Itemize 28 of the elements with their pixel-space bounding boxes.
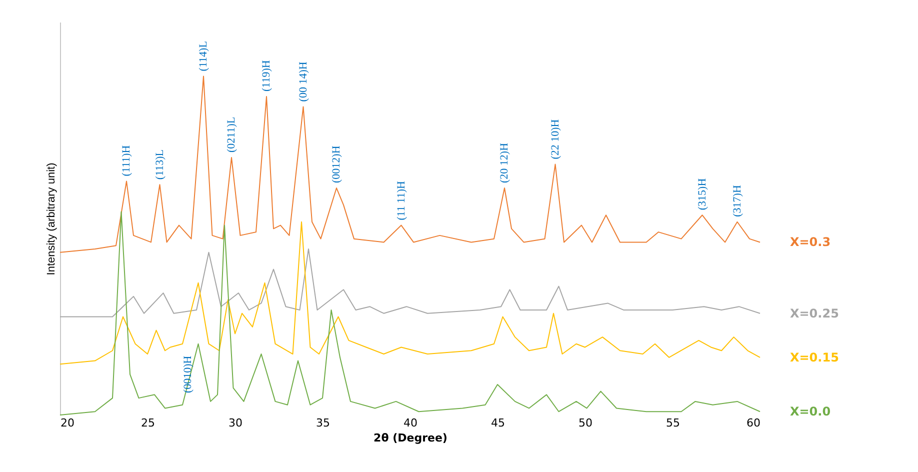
x-tick-label: 25: [141, 416, 155, 430]
annotation: (11 11)H: [395, 181, 408, 220]
x-tick-label: 60: [746, 416, 760, 430]
y-axis-title: Intensity (arbitrary unit): [46, 162, 58, 276]
x-tick-label: 35: [316, 416, 330, 430]
x-tick-label: 55: [666, 416, 680, 430]
x-axis-title: 2θ (Degree): [374, 432, 448, 444]
annotation: (22 10)H: [549, 119, 562, 160]
annotation: (20 12)H: [498, 142, 510, 184]
text: X=0.15: [790, 350, 839, 364]
annotation: (00 14)H: [297, 62, 310, 102]
annotation: (113)L: [154, 149, 166, 180]
x-tick-label: 20: [60, 416, 74, 430]
x-tick-label: 50: [578, 416, 592, 430]
annotation: (119)H: [260, 60, 272, 92]
text: X=0.3: [790, 235, 831, 250]
text: X=0.0: [790, 404, 831, 419]
annotation: (0010)H: [182, 356, 194, 394]
annotation: (0211)L: [226, 116, 238, 153]
text: X=0.25: [790, 306, 839, 320]
annotation: (0012)H: [330, 146, 342, 184]
annotation: (315)H: [696, 178, 708, 210]
x-tick-label: 40: [404, 416, 418, 430]
x-tick-label: 45: [491, 416, 505, 430]
annotation: (111)H: [120, 145, 132, 176]
annotation: (114)L: [198, 40, 210, 72]
annotation: (317)H: [731, 185, 744, 217]
x-tick-label: 30: [228, 416, 242, 430]
